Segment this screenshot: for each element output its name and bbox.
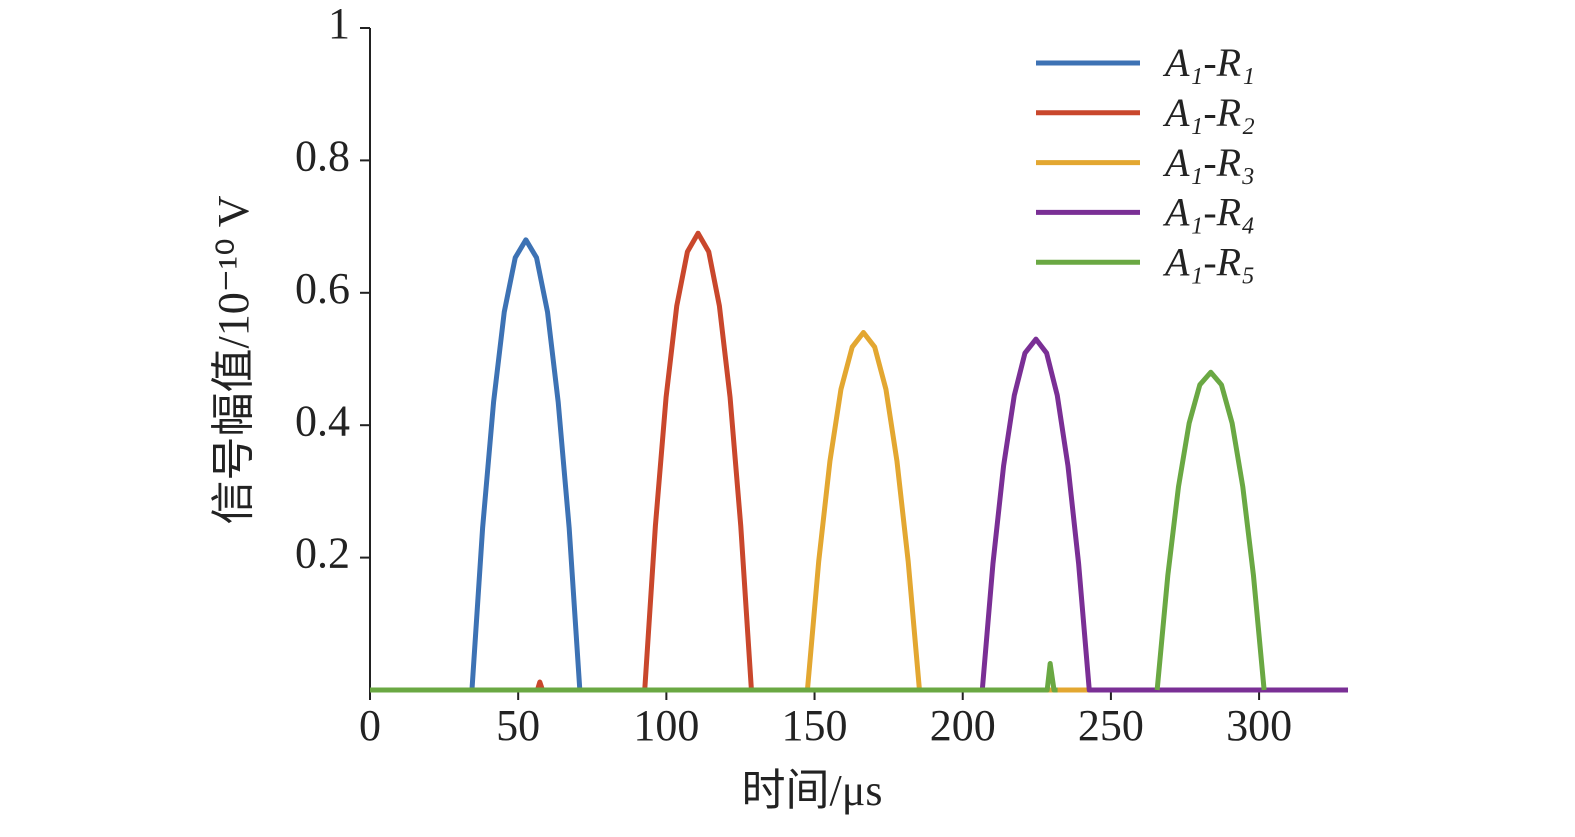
x-tick-label: 100 bbox=[633, 701, 699, 750]
x-tick-label: 150 bbox=[782, 701, 848, 750]
series-line bbox=[370, 369, 1267, 693]
x-tick-label: 250 bbox=[1078, 701, 1144, 750]
legend-label: A₁-R₂ bbox=[1162, 90, 1255, 135]
y-tick-label: 0.6 bbox=[295, 264, 350, 313]
x-axis-label: 时间/μs bbox=[742, 766, 883, 815]
x-tick-label: 300 bbox=[1226, 701, 1292, 750]
x-tick-label: 50 bbox=[496, 701, 540, 750]
series-line bbox=[370, 230, 815, 693]
y-tick-label: 0.8 bbox=[295, 131, 350, 180]
x-tick-label: 0 bbox=[359, 701, 381, 750]
x-tick-label: 200 bbox=[930, 701, 996, 750]
legend-label: A₁-R₁ bbox=[1162, 40, 1255, 85]
series-line bbox=[370, 330, 1188, 693]
legend-label: A₁-R₄ bbox=[1162, 190, 1255, 235]
series-line bbox=[370, 336, 1348, 693]
y-tick-label: 0.2 bbox=[295, 529, 350, 578]
legend-label: A₁-R₅ bbox=[1162, 239, 1255, 284]
y-tick-label: 1 bbox=[328, 0, 350, 48]
y-tick-label: 0.4 bbox=[295, 396, 350, 445]
y-axis-label: 信号幅值/10⁻¹⁰ V bbox=[209, 195, 258, 524]
legend-label: A₁-R₃ bbox=[1162, 140, 1255, 185]
series-line bbox=[370, 237, 637, 693]
